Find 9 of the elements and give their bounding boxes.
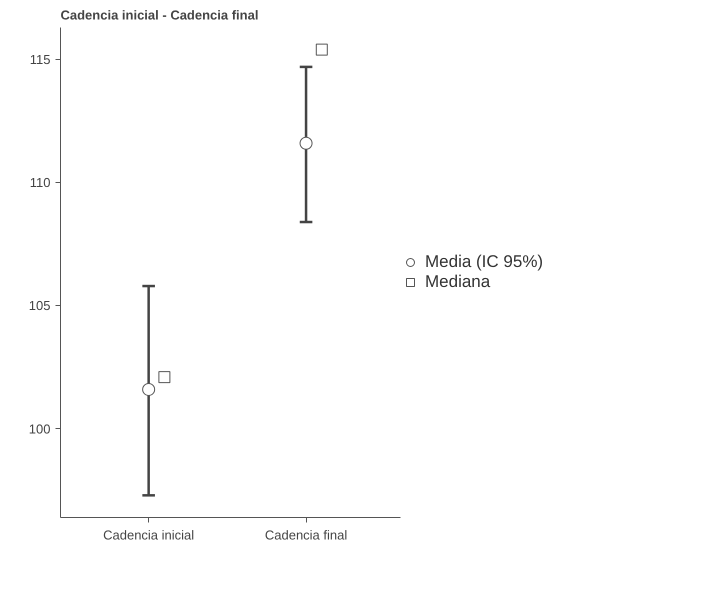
y-tick-label: 105 bbox=[28, 298, 51, 314]
legend-label: Media (IC 95%) bbox=[425, 252, 544, 272]
x-tick-label: Cadencia inicial bbox=[103, 528, 194, 542]
x-tick-label: Cadencia final bbox=[264, 528, 348, 542]
y-tick-label: 115 bbox=[30, 52, 51, 68]
legend-label: Mediana bbox=[425, 272, 490, 292]
y-tick-label: 100 bbox=[28, 421, 51, 436]
chart-title: Cadencia inicial - Cadencia final bbox=[60, 8, 258, 22]
y-tick-label: 110 bbox=[30, 175, 51, 190]
